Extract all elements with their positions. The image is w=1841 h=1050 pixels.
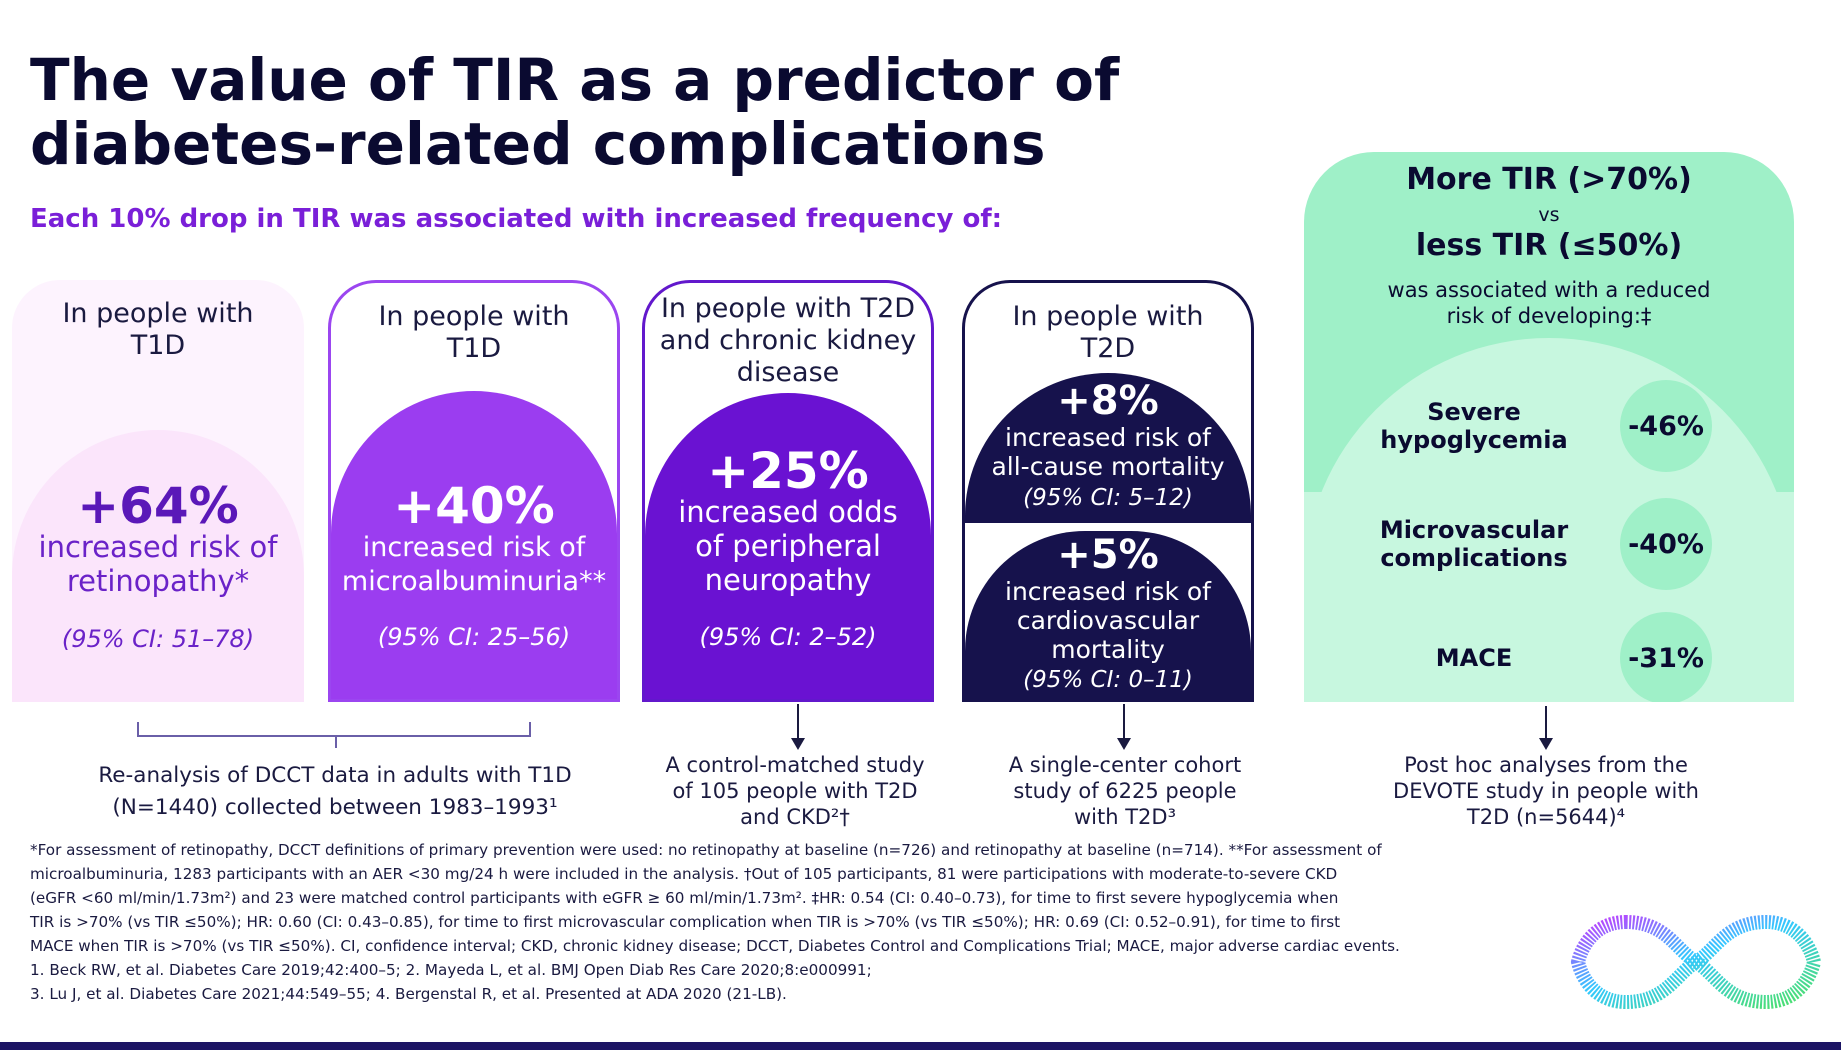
panel-title-more: More TIR (>70%) (1406, 162, 1692, 197)
card-dome (645, 393, 931, 699)
connector-lines (137, 704, 1553, 750)
caption-line: A control-matched study (665, 753, 925, 777)
bottom-bar (0, 1042, 1841, 1050)
footnote-line: TIR is >70% (vs TIR ≤50%); HR: 0.60 (CI:… (30, 913, 1341, 931)
bracket-line (137, 722, 531, 737)
footnotes: *For assessment of retinopathy, DCCT def… (30, 838, 1530, 1006)
page-title: The value of TIR as a predictor of diabe… (30, 46, 1120, 178)
card-heading: In people with T1D (62, 298, 254, 361)
card-description: increased risk of cardiovascular mortali… (1005, 577, 1211, 664)
card-value: +5% (1057, 532, 1159, 578)
caption-line: of 105 people with T2D (672, 779, 918, 803)
footnote-line: MACE when TIR is >70% (vs TIR ≤50%). CI,… (30, 937, 1400, 955)
infinity-loop-logo (1570, 914, 1822, 1010)
footnote-line: 3. Lu J, et al. Diabetes Care 2021;44:54… (30, 985, 787, 1003)
footnote-line: microalbuminuria, 1283 participants with… (30, 865, 1338, 883)
card-value: +40% (393, 477, 555, 535)
caption-line: study of 6225 people (1013, 779, 1237, 803)
caption-line: (N=1440) collected between 1983–1993¹ (112, 795, 558, 820)
row-label: Microvascular complications (1379, 516, 1569, 572)
card-dome (331, 391, 617, 699)
card-value: +64% (77, 477, 239, 535)
card-description: increased odds of peripheral neuropathy (678, 495, 898, 597)
footnote-line: (eGFR <60 ml/min/1.73m²) and 23 were mat… (30, 889, 1339, 907)
row-value-badge: -31% (1620, 612, 1712, 702)
page-subtitle: Each 10% drop in TIR was associated with… (30, 204, 1003, 234)
card-ci: (95% CI: 2–52) (699, 623, 877, 651)
card-dome-lower (965, 531, 1251, 699)
card-description: increased risk of microalbuminuria** (341, 532, 607, 597)
card-heading: In people with T2D (1012, 301, 1204, 364)
card-description: increased risk of all-cause mortality (991, 423, 1225, 481)
row-value-badge: -40% (1620, 498, 1712, 590)
caption-line: Post hoc analyses from the (1404, 753, 1688, 777)
row-label: MACE (1435, 644, 1513, 672)
caption-ckd: A control-matched study of 105 people wi… (640, 752, 950, 830)
row-label: Severe hypoglycemia (1380, 398, 1568, 454)
card-t1d-retinopathy: In people with T1D +64% increased risk o… (12, 280, 304, 702)
panel-intro: was associated with a reduced (1387, 278, 1711, 302)
caption-dcct: Re-analysis of DCCT data in adults with … (70, 760, 600, 824)
card-description: increased risk of retinopathy* (38, 530, 278, 598)
card-t2d-ckd-neuropathy: In people with T2D and chronic kidney di… (642, 280, 934, 702)
caption-line: DEVOTE study in people with (1393, 779, 1699, 803)
card-t2d-mortality: In people with T2D +8% increased risk of… (962, 280, 1254, 702)
caption-devote: Post hoc analyses from the DEVOTE study … (1356, 752, 1736, 830)
panel-inner (1304, 492, 1794, 702)
card-value: +25% (707, 442, 869, 500)
logo-loop (1570, 914, 1822, 1010)
panel-vs: vs (1538, 204, 1560, 226)
caption-line: and CKD²† (740, 805, 850, 829)
more-tir-panel: More TIR (>70%) vs less TIR (≤50%) was a… (1304, 152, 1794, 702)
caption-line: with T2D³ (1073, 805, 1176, 829)
panel-row-mace: MACE -31% (1324, 612, 1784, 702)
caption-line: Re-analysis of DCCT data in adults with … (98, 763, 572, 788)
caption-line: A single-center cohort (1008, 753, 1242, 777)
row-value-badge: -46% (1620, 380, 1712, 472)
card-ci: (95% CI: 5–12) (1023, 485, 1193, 511)
panel-row-microvascular: Microvascular complications -40% (1324, 498, 1784, 590)
card-t1d-microalbuminuria: In people with T1D +40% increased risk o… (328, 280, 620, 702)
card-heading: In people with T1D (378, 301, 570, 364)
arrow-down-icon (791, 738, 805, 750)
caption-line: T2D (n=5644)⁴ (1466, 805, 1626, 829)
panel-intro: risk of developing:‡ (1446, 304, 1652, 328)
panel-title-less: less TIR (≤50%) (1415, 228, 1683, 263)
panel-row-hypoglycemia: Severe hypoglycemia -46% (1324, 380, 1784, 472)
card-dome (12, 430, 304, 702)
card-ci: (95% CI: 51–78) (61, 625, 255, 653)
card-ci: (95% CI: 25–56) (377, 623, 571, 651)
caption-cohort: A single-center cohort study of 6225 peo… (970, 752, 1280, 830)
card-heading: In people with T2D and chronic kidney di… (659, 293, 917, 388)
footnote-line: 1. Beck RW, et al. Diabetes Care 2019;42… (30, 961, 872, 979)
arrow-down-icon (1539, 738, 1553, 750)
card-ci: (95% CI: 0–11) (1023, 667, 1193, 693)
footnote-line: *For assessment of retinopathy, DCCT def… (30, 841, 1382, 859)
card-value: +8% (1057, 378, 1159, 424)
arrow-down-icon (1117, 738, 1131, 750)
